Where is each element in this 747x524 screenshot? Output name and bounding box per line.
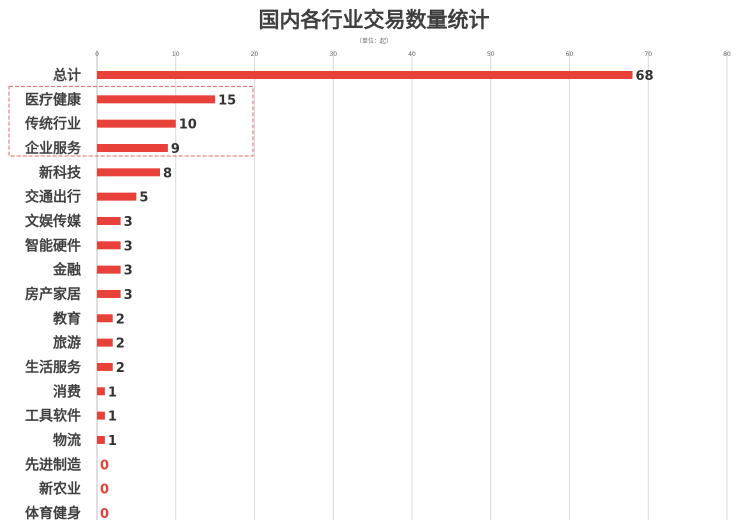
category-label: 智能硬件 [24,237,81,254]
bars [97,71,633,444]
category-label: 体育健身 [25,505,81,522]
category-label: 房产家居 [25,286,81,303]
value-label: 68 [636,69,654,84]
category-label: 交通出行 [25,189,81,206]
category-label: 消费 [53,383,81,400]
x-tick-label: 70 [644,51,652,58]
bar [97,265,121,274]
highlight-box [8,85,254,157]
category-label: 传统行业 [24,116,81,133]
category-label: 总计 [53,67,81,84]
bar [97,338,113,347]
category-label: 生活服务 [25,359,82,376]
value-label: 3 [124,288,133,303]
bar [97,216,121,225]
bar [97,362,113,371]
x-tick-label: 80 [723,51,731,58]
bar [97,241,121,250]
x-tick-label: 20 [251,51,259,58]
gridlines [96,50,728,520]
x-tick-label: 10 [172,51,180,58]
category-label: 金融 [52,262,81,279]
category-label: 医疗健康 [25,91,82,108]
unit-note: （单位：起） [356,37,392,45]
category-label: 文娱传媒 [25,213,82,230]
value-label: 2 [116,312,125,327]
category-labels: 总计医疗健康传统行业企业服务新科技交通出行文娱传媒智能硬件金融房产家居教育旅游生… [24,67,82,522]
value-label: 2 [116,361,125,376]
bar [97,435,105,444]
x-tick-labels: 0 10 20 30 40 50 60 70 80 [95,51,731,58]
bar [97,71,633,79]
bar [97,119,176,128]
category-label: 旅游 [53,335,81,352]
bar [97,289,121,298]
category-label: 工具软件 [25,408,81,425]
value-label: 2 [116,337,125,352]
bar [97,411,105,420]
x-tick-label: 30 [329,51,337,58]
value-label: 1 [108,385,117,400]
value-label: 0 [100,483,109,498]
value-label: 5 [139,191,148,206]
value-label: 10 [179,118,197,133]
bar [97,314,113,323]
bar [97,387,105,396]
bar [97,143,168,152]
x-tick-label: 50 [487,51,495,58]
value-label: 3 [124,239,133,254]
bar [97,168,160,177]
category-label: 先进制造 [25,456,81,473]
x-tick-label: 60 [566,51,574,58]
category-label: 物流 [53,432,81,449]
value-label: 0 [100,458,109,473]
value-label: 3 [124,264,133,279]
bar [97,95,216,104]
bar [97,192,137,201]
value-label: 0 [100,507,109,522]
chart-title: 国内各行业交易数量统计 [259,8,490,32]
category-label: 教育 [53,310,81,327]
category-label: 新科技 [39,164,82,181]
highlight-box-layer [8,85,254,157]
value-label: 1 [108,410,117,425]
value-label: 8 [163,166,172,181]
x-tick-label: 0 [95,51,99,58]
x-tick-label: 40 [408,51,416,58]
value-label: 1 [108,434,117,449]
category-label: 新农业 [39,481,81,498]
value-label: 15 [218,93,236,108]
value-label: 3 [124,215,133,230]
value-label: 9 [171,142,180,157]
category-label: 企业服务 [24,140,82,157]
